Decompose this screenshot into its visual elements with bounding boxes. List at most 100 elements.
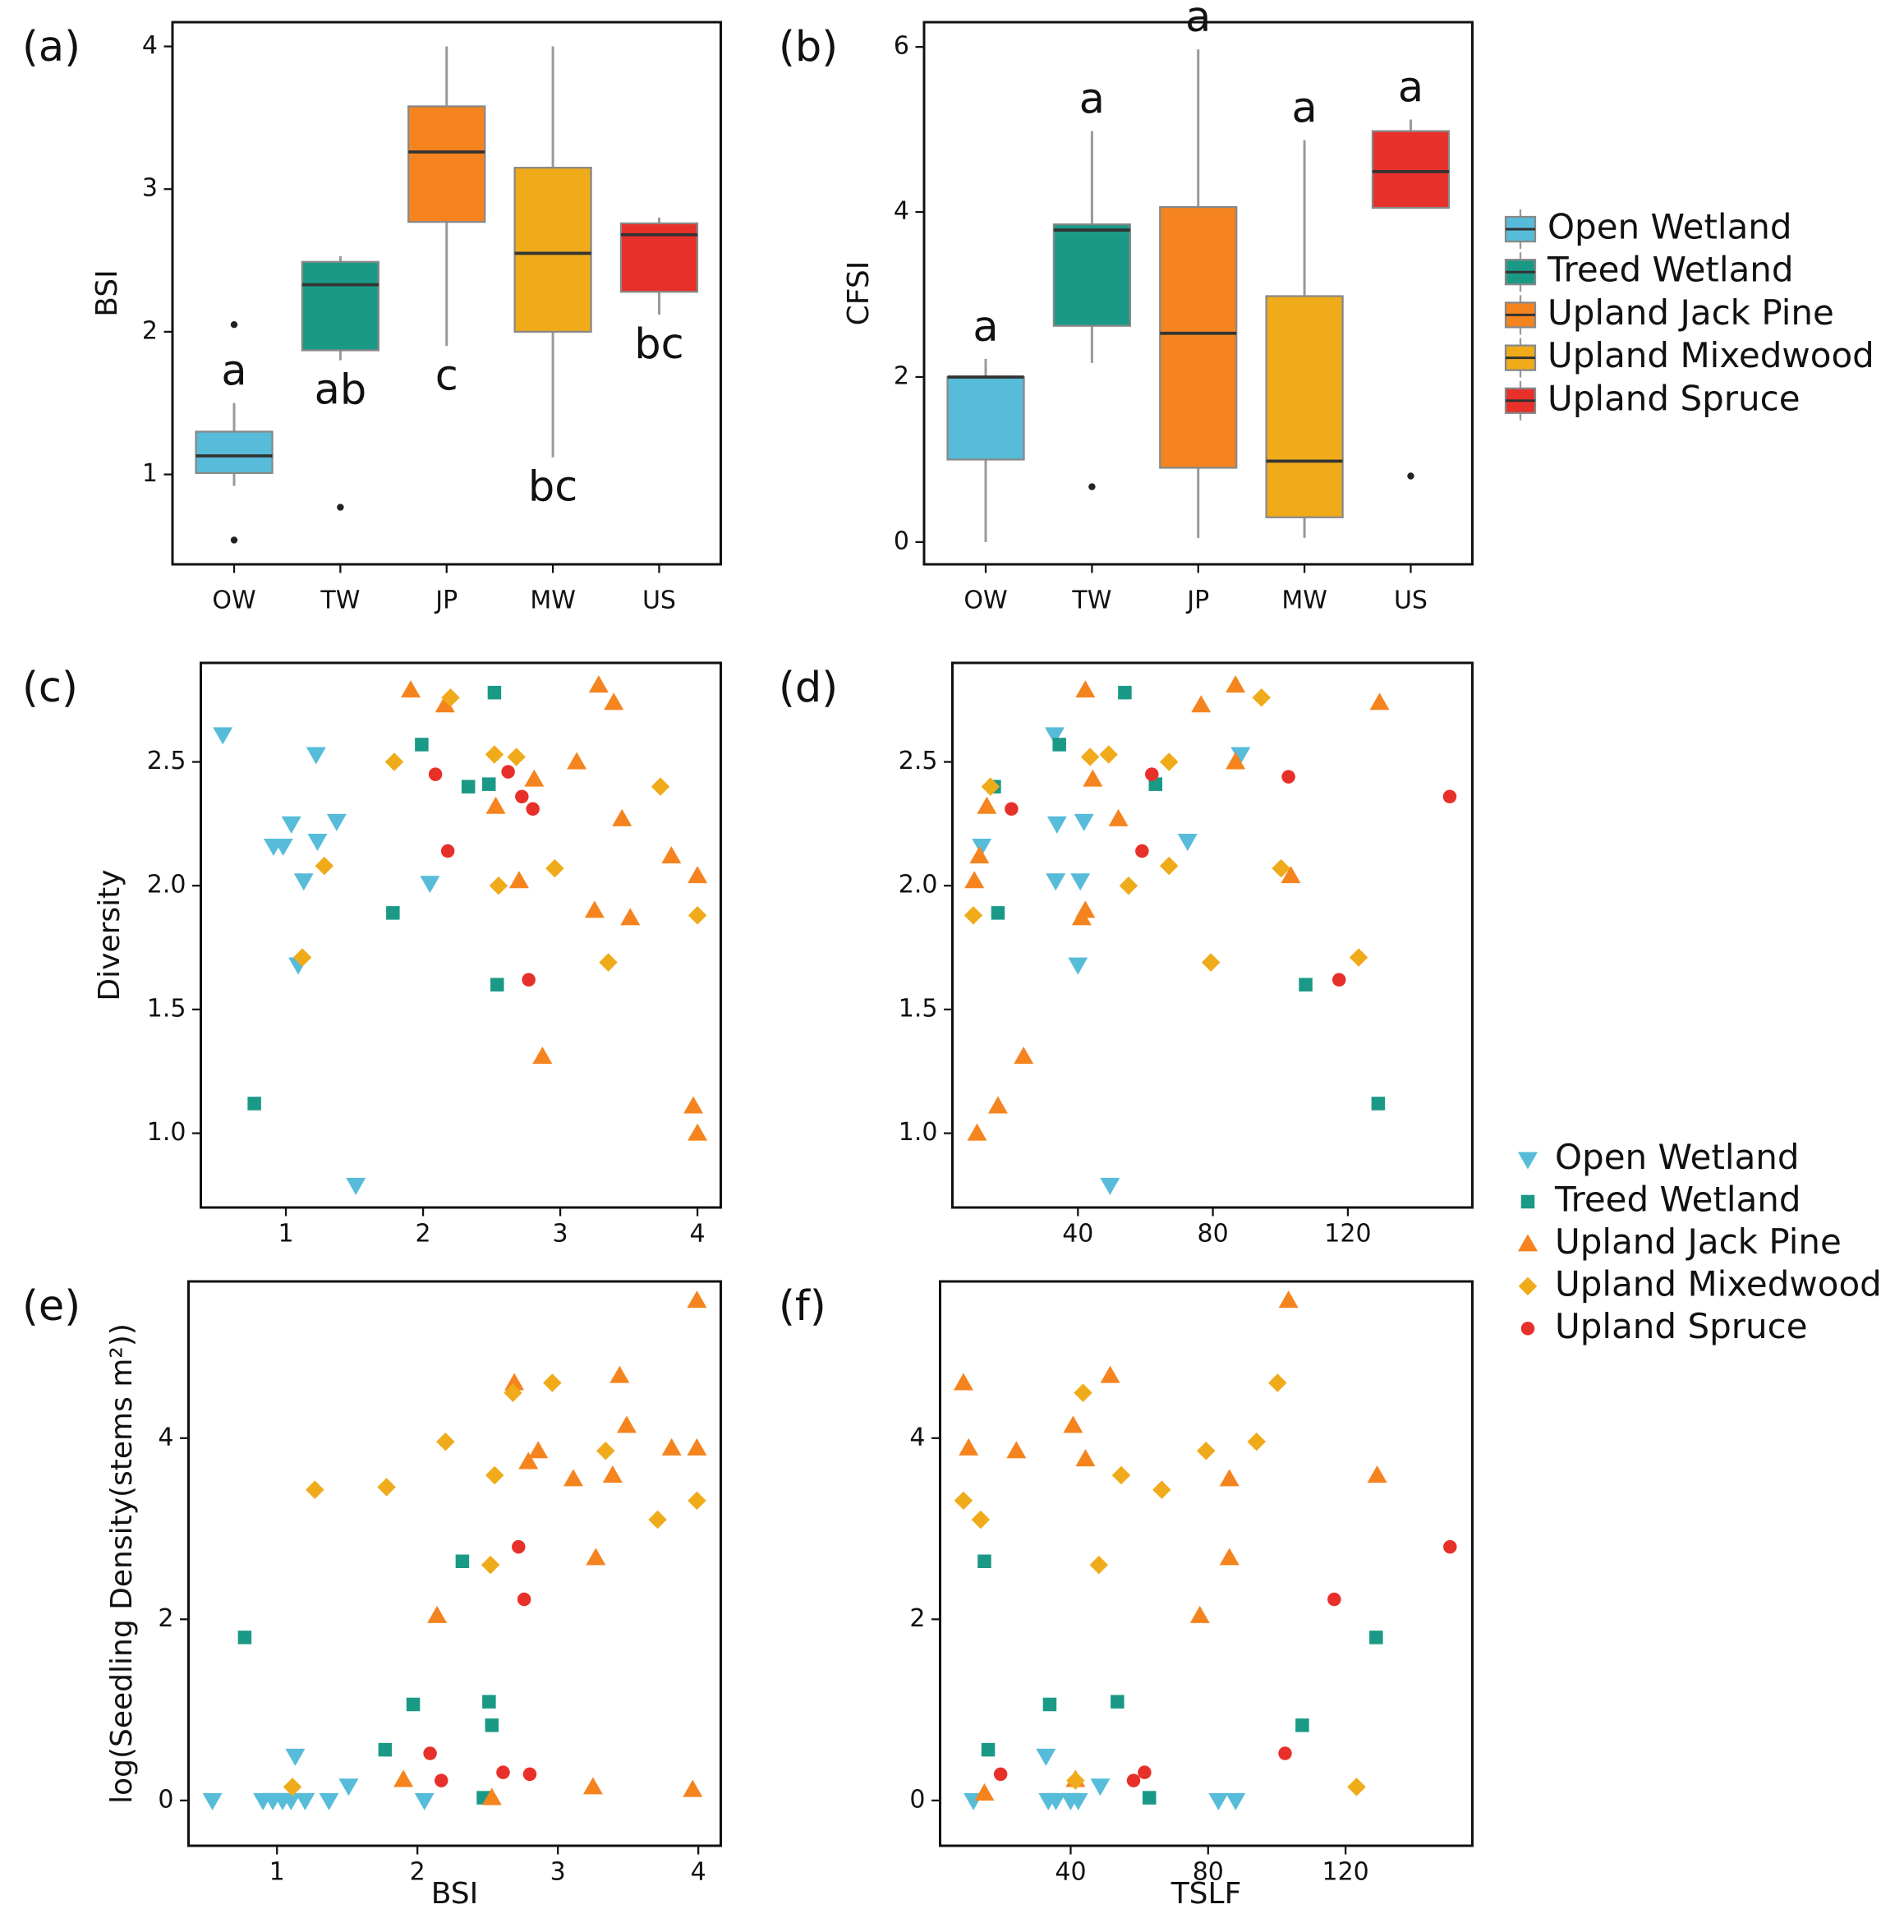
point — [1143, 1791, 1157, 1805]
point — [563, 1469, 583, 1487]
point — [688, 1123, 708, 1141]
point — [545, 858, 564, 878]
point — [485, 796, 506, 814]
point — [384, 752, 404, 771]
y-tick-label: 2.5 — [147, 747, 186, 775]
point — [1075, 680, 1096, 698]
x-tick-label: OW — [212, 586, 255, 615]
point — [518, 1451, 539, 1470]
plot-frame — [187, 1280, 723, 1847]
point — [586, 1548, 606, 1566]
point — [1442, 789, 1457, 803]
panel-label: (c) — [22, 664, 78, 712]
point — [688, 866, 708, 884]
significance-letter: a — [221, 347, 246, 396]
point — [319, 1792, 339, 1810]
point — [415, 738, 429, 752]
y-tick-label: 1.0 — [147, 1118, 186, 1147]
point — [428, 767, 443, 781]
point — [1226, 1792, 1246, 1810]
legend-label: Upland Mixedwood — [1548, 335, 1874, 375]
box — [1052, 223, 1132, 327]
point — [522, 973, 536, 987]
point — [1036, 1748, 1056, 1766]
x-tick-label: US — [642, 586, 676, 615]
point — [609, 1365, 630, 1383]
x-axis-label: BSI — [431, 1877, 479, 1911]
point — [1331, 973, 1346, 987]
point — [485, 745, 504, 764]
point — [1138, 1765, 1152, 1779]
point — [507, 748, 526, 766]
legend-marker — [1520, 1322, 1535, 1336]
point — [1347, 1778, 1366, 1796]
point — [974, 1783, 995, 1801]
point — [977, 796, 997, 814]
point — [1152, 1480, 1171, 1499]
point — [1118, 685, 1132, 700]
point — [281, 1792, 301, 1810]
panel-label: (f) — [779, 1282, 826, 1331]
x-tick-label: JP — [434, 586, 458, 615]
significance-letter: bc — [634, 320, 683, 369]
y-tick-label: 1.0 — [899, 1118, 938, 1147]
point — [971, 1510, 991, 1530]
panel-label: (e) — [22, 1282, 80, 1331]
point — [435, 1773, 448, 1787]
legend-label: Upland Jack Pine — [1555, 1221, 1842, 1262]
x-tick-label: 2 — [416, 1220, 431, 1249]
point — [501, 765, 515, 779]
point — [683, 1096, 704, 1114]
point — [237, 1631, 252, 1644]
point — [1230, 747, 1251, 765]
point — [295, 1792, 315, 1810]
x-tick-label: 80 — [1193, 1858, 1224, 1887]
box — [407, 105, 486, 223]
point — [315, 856, 334, 876]
point — [604, 692, 624, 711]
y-tick-label: 1 — [142, 459, 158, 488]
point — [485, 1718, 499, 1732]
point — [1042, 1697, 1057, 1712]
point — [1080, 748, 1100, 766]
outlier — [230, 321, 238, 329]
point — [651, 777, 670, 796]
point — [420, 876, 440, 894]
x-tick-label: 1 — [278, 1220, 294, 1249]
y-tick-label: 4 — [142, 31, 158, 60]
point — [687, 1438, 707, 1456]
point — [1006, 1441, 1027, 1459]
point — [1063, 1415, 1083, 1433]
point — [306, 747, 326, 765]
legend-marker — [1518, 1276, 1538, 1296]
box — [1265, 295, 1344, 518]
x-tick-label: 4 — [690, 1220, 706, 1249]
point — [1349, 948, 1368, 967]
legend-label: Upland Jack Pine — [1548, 292, 1834, 333]
y-tick-label: 4 — [158, 1423, 173, 1451]
x-tick-label: OW — [963, 586, 1007, 615]
point — [661, 1438, 682, 1456]
y-axis-label: Diversity — [93, 869, 126, 1000]
point — [1281, 866, 1301, 884]
point — [1369, 692, 1390, 711]
outlier — [1088, 483, 1096, 490]
point — [584, 900, 605, 918]
significance-letter: bc — [528, 463, 577, 512]
point — [1272, 858, 1290, 878]
point — [487, 685, 502, 700]
y-tick-label: 0 — [894, 527, 909, 555]
point — [1075, 1449, 1096, 1467]
point — [599, 953, 618, 972]
point — [292, 948, 312, 967]
point — [620, 908, 641, 926]
y-tick-label: 1.5 — [899, 994, 938, 1023]
point — [440, 844, 455, 858]
box — [1159, 205, 1238, 469]
legend-label: Upland Spruce — [1555, 1306, 1808, 1346]
point — [1226, 752, 1246, 770]
point — [1367, 1465, 1387, 1483]
y-tick-label: 3 — [142, 174, 158, 203]
point — [1177, 833, 1198, 851]
point — [953, 1373, 973, 1391]
